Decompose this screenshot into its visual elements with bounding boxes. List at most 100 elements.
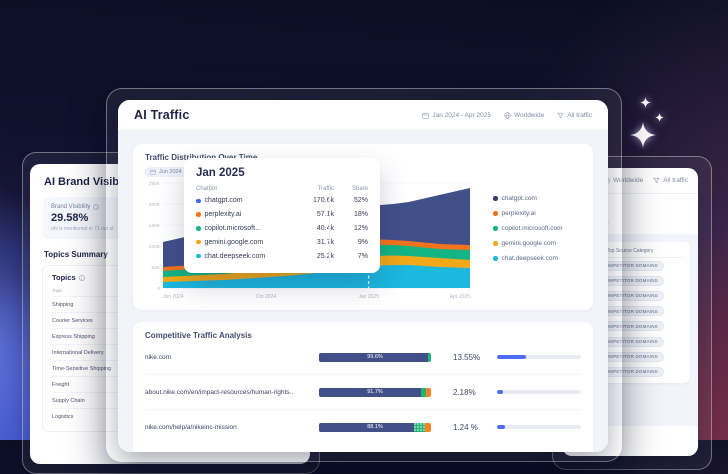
table-row[interactable]: about.nike.com/en/impact-resources/human… <box>145 374 581 409</box>
chatbot-name: gemini.google.com <box>204 238 264 246</box>
chart-legend: chatgpt.com perplexity.ai copilot.micros… <box>493 181 563 301</box>
topics-summary-title: Topics Summary <box>44 250 108 259</box>
table-row[interactable]: nike.com/help/a/nikeinc-mission 88.1% 1.… <box>145 409 581 444</box>
stacked-bar: 88.1% <box>319 422 431 432</box>
globe-icon <box>504 111 511 119</box>
tooltip-row: gemini.google.com 31.7k 9% <box>196 235 368 249</box>
legend-dot <box>493 226 498 231</box>
traffic-value: 57.1k <box>316 211 334 219</box>
source-category-column-header: Top Source Category <box>575 245 685 258</box>
tooltip-col-share: Share <box>351 186 368 192</box>
bar-segment-blue <box>319 387 421 397</box>
sparkle-icon <box>630 122 656 148</box>
y-tick: 250K <box>149 181 161 187</box>
legend-item[interactable]: chatgpt.com <box>493 195 563 202</box>
bar-label: 88.1% <box>367 423 383 430</box>
traffic-filter-label: All traffic <box>567 111 592 119</box>
x-tick: Apr 2025 <box>450 294 471 300</box>
sparkle-icon <box>655 113 664 122</box>
area-deepseek <box>163 265 470 288</box>
filter-icon <box>557 112 564 118</box>
series-dot <box>196 198 201 204</box>
y-tick: 200K <box>149 202 161 208</box>
tooltip-col-chatbot: Chatbot <box>196 186 218 192</box>
share-progress-fill <box>497 425 505 429</box>
share-value: 1.24 % <box>453 422 478 432</box>
legend-label: perplexity.ai <box>501 210 536 217</box>
main-header: AI Traffic Jan 2024 - Apr 2025 Worldwide… <box>118 100 608 131</box>
ai-traffic-card: AI Traffic Jan 2024 - Apr 2025 Worldwide… <box>118 100 608 452</box>
tooltip-divider <box>329 190 330 263</box>
traffic-value: 40.4k <box>316 224 334 232</box>
topics-title: Topics <box>52 273 76 282</box>
series-dot <box>196 212 201 217</box>
traffic-value: 31.7k <box>316 238 334 246</box>
domain-label: nike.com/help/a/nikeinc-mission <box>145 423 237 431</box>
share-progress-fill <box>497 355 527 359</box>
legend-dot <box>493 196 498 201</box>
chart-tooltip: Jan 2025 Chatbot Traffic Share chatgpt.c… <box>184 158 380 273</box>
bar-segment-green <box>420 387 426 397</box>
chatbot-name: perplexity.ai <box>204 211 242 219</box>
date-range-filter[interactable]: Jan 2024 - Apr 2025 <box>422 112 491 119</box>
legend-label: copilot.microsoft.com <box>501 225 563 232</box>
region-filter-label: Worldwide <box>612 177 644 184</box>
legend-dot <box>493 211 498 216</box>
x-tick: Jun 2024 <box>163 294 184 300</box>
y-tick: 150K <box>149 223 161 229</box>
bar-segment-green <box>427 352 431 362</box>
share-progress <box>497 355 581 359</box>
legend-label: gemini.google.com <box>501 240 557 247</box>
legend-item[interactable]: chat.deepseek.com <box>493 255 563 262</box>
header-filters: Jan 2024 - Apr 2025 Worldwide All traffi… <box>422 112 592 119</box>
share-value: 2.18% <box>453 387 476 397</box>
traffic-filter[interactable]: All traffic <box>557 112 592 119</box>
calendar-icon <box>422 112 430 119</box>
filter-icon <box>653 177 660 184</box>
share-progress-fill <box>497 390 503 394</box>
domain-label: about.nike.com/en/impact-resources/human… <box>145 388 294 396</box>
traffic-value: 25.2k <box>316 252 334 260</box>
bar-segment-blue <box>319 422 415 432</box>
topics-column-header: Topic <box>52 288 63 293</box>
sparkle-icon <box>640 97 651 108</box>
info-icon[interactable] <box>93 204 100 210</box>
y-tick: 100K <box>149 244 161 250</box>
info-icon[interactable] <box>78 274 85 281</box>
tooltip-row: chat.deepseek.com 25.2k 7% <box>196 249 368 263</box>
domain-label: nike.com <box>145 353 172 361</box>
competitive-traffic-panel: Competitive Traffic Analysis nike.com 99… <box>133 322 593 452</box>
bar-segment-blue <box>319 352 428 362</box>
legend-label: chatgpt.com <box>501 195 537 202</box>
share-progress <box>497 390 581 394</box>
x-tick: Oct 2024 <box>256 294 277 300</box>
table-row[interactable]: nike.com 99.6% 13.55% <box>145 340 581 374</box>
share-value: 7% <box>357 252 368 260</box>
metric-caption: dhl is mentioned in 71 out of <box>51 226 114 232</box>
traffic-filter[interactable]: All traffic <box>653 177 688 184</box>
series-dot <box>196 226 201 231</box>
stacked-bar: 99.6% <box>319 352 431 362</box>
tooltip-title: Jan 2025 <box>196 167 245 179</box>
metric-label: Brand Visibility <box>51 204 91 210</box>
tooltip-row: chatgpt.com 170.6k 52% <box>196 194 368 208</box>
x-tick: Jan 2025 <box>358 294 379 300</box>
share-value: 18% <box>353 211 368 219</box>
tooltip-row: perplexity.ai 57.1k 18% <box>196 208 368 222</box>
share-value: 13.55% <box>453 352 481 362</box>
chart-section-title: Traffic Distribution Over Time <box>145 153 257 162</box>
legend-item[interactable]: copilot.microsoft.com <box>493 225 563 232</box>
traffic-filter-label: All traffic <box>663 177 688 184</box>
date-chip-label: Jun 2024 <box>159 169 182 175</box>
tooltip-col-traffic: Traffic <box>317 186 334 192</box>
date-chip[interactable]: Jun 2024 <box>145 167 187 177</box>
competitive-section-title: Competitive Traffic Analysis <box>145 331 252 340</box>
legend-item[interactable]: gemini.google.com <box>493 240 563 247</box>
stacked-bar: 91.7% <box>319 387 431 397</box>
legend-item[interactable]: perplexity.ai <box>493 210 563 217</box>
bar-segment-orange <box>425 422 431 432</box>
region-filter[interactable]: Worldwide <box>504 112 544 119</box>
y-tick: 0 <box>157 286 160 292</box>
bar-label: 91.7% <box>367 388 383 395</box>
brand-visibility-title: AI Brand Visibility <box>44 176 138 188</box>
